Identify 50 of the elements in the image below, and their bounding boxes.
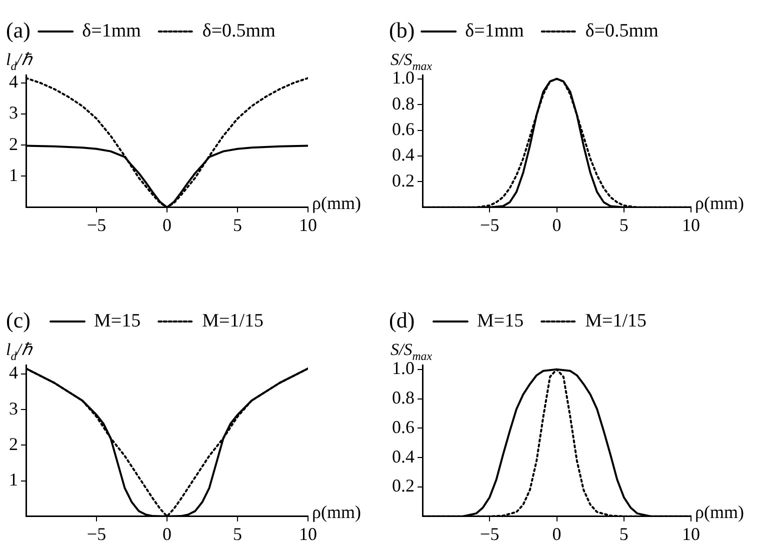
x-axis-title: ρ(mm) — [312, 502, 361, 522]
x-tick-label: 5 — [233, 214, 242, 235]
legend-label: M=1/15 — [202, 310, 264, 332]
y-tick-label: 3 — [9, 398, 18, 418]
y-tick-label: 2 — [9, 434, 18, 454]
x-tick-label: 10 — [299, 214, 317, 235]
chart-title: (d) — [389, 307, 415, 332]
y-tick-label: 0.6 — [392, 119, 414, 140]
x-tick-label: 0 — [162, 524, 172, 544]
y-tick-label: 1.0 — [392, 358, 414, 378]
x-tick-label: 5 — [619, 214, 628, 235]
legend-label: M=15 — [94, 310, 141, 332]
x-tick-label: −5 — [86, 524, 106, 544]
y-tick-label: 0.8 — [392, 388, 414, 408]
y-tick-label: 0.2 — [392, 476, 414, 496]
x-tick-label: −5 — [480, 524, 500, 544]
y-tick-label: 2 — [9, 134, 18, 154]
x-axis-title: ρ(mm) — [695, 193, 744, 214]
y-tick-label: 1 — [9, 164, 18, 185]
y-tick-label: 0.4 — [392, 446, 414, 466]
y-tick-label: 4 — [9, 72, 18, 92]
x-axis-title: ρ(mm) — [695, 502, 744, 522]
legend-label: δ=0.5mm — [585, 20, 659, 42]
chart-title: (c) — [6, 307, 30, 332]
y-tick-label: 4 — [9, 362, 18, 383]
y-tick-label: 0.6 — [392, 416, 414, 437]
legend-label: δ=1mm — [465, 20, 524, 42]
y-tick-label: 0.4 — [392, 144, 414, 165]
x-tick-label: 0 — [552, 524, 562, 544]
x-tick-label: 5 — [233, 524, 242, 544]
chart-title: (b) — [389, 17, 415, 42]
y-tick-label: 1.0 — [392, 68, 414, 88]
legend-label: M=1/15 — [585, 310, 646, 332]
x-tick-label: 10 — [299, 524, 317, 544]
legend-label: δ=1mm — [82, 20, 142, 42]
x-tick-label: 10 — [682, 524, 700, 544]
legend-label: M=15 — [477, 310, 524, 332]
y-tick-label: 0.2 — [392, 170, 414, 190]
x-tick-label: 10 — [682, 214, 700, 235]
x-tick-label: 0 — [552, 214, 562, 235]
y-tick-label: 1 — [9, 470, 18, 490]
legend-label: δ=0.5mm — [202, 20, 276, 42]
x-tick-label: −5 — [86, 214, 106, 235]
chart-title: (a) — [6, 17, 30, 42]
x-tick-label: −5 — [480, 214, 500, 235]
x-tick-label: 0 — [162, 214, 172, 235]
x-tick-label: 5 — [619, 524, 628, 544]
y-tick-label: 3 — [9, 102, 18, 123]
x-axis-title: ρ(mm) — [312, 193, 361, 214]
y-tick-label: 0.8 — [392, 93, 414, 114]
